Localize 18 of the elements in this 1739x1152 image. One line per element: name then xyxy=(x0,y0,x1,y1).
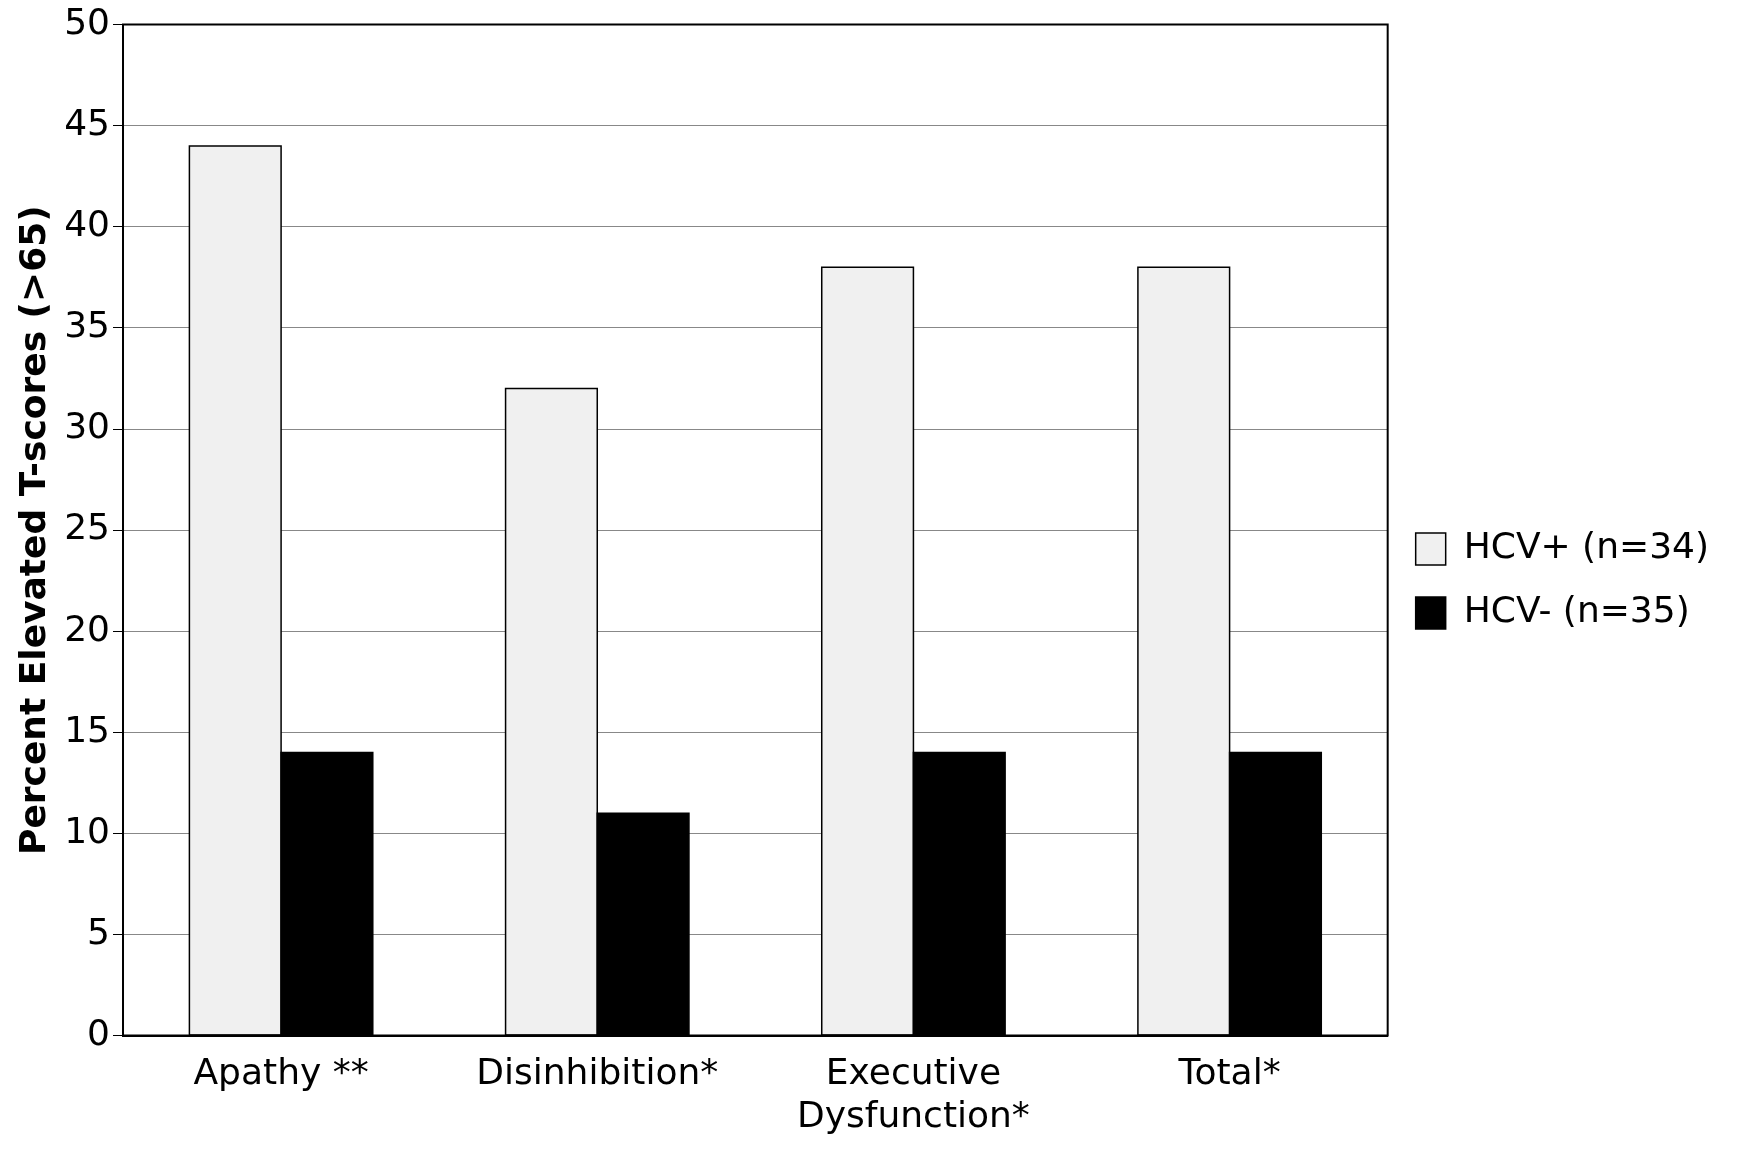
y-tick-label: 30 xyxy=(64,405,111,447)
y-tick-label: 15 xyxy=(64,708,111,750)
legend-label: HCV- (n=35) xyxy=(1463,589,1690,631)
x-tick-label: Total* xyxy=(1177,1050,1281,1092)
x-tick-label: Disinhibition* xyxy=(476,1050,719,1092)
x-tick-label: Apathy ** xyxy=(193,1050,369,1092)
legend-label: HCV+ (n=34) xyxy=(1463,525,1710,567)
y-tick-label: 20 xyxy=(64,607,111,649)
y-tick-label: 35 xyxy=(64,304,111,346)
y-tick-label: 50 xyxy=(64,0,111,42)
x-tick-label: Executive Dysfunction* xyxy=(797,1050,1030,1135)
y-tick-label: 10 xyxy=(64,809,111,851)
y-tick-label: 5 xyxy=(87,910,111,952)
y-tick-label: 45 xyxy=(64,102,111,144)
y-tick-label: 25 xyxy=(64,506,111,548)
y-tick-label: 0 xyxy=(87,1011,111,1053)
y-axis-title: Percent Elevated T-scores (>65) xyxy=(11,205,53,855)
y-tick-label: 40 xyxy=(64,203,111,245)
